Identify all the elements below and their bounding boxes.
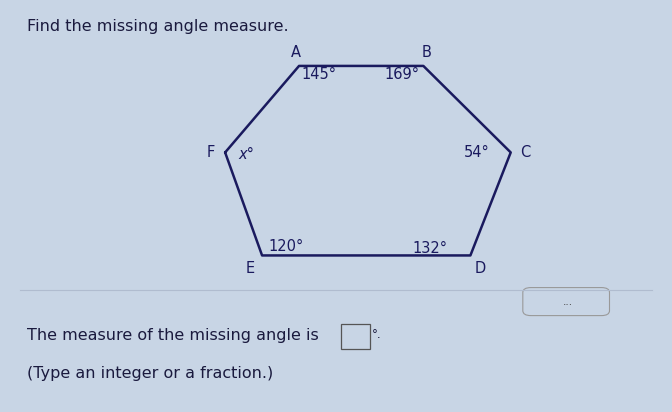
Text: C: C xyxy=(520,145,531,160)
Text: 132°: 132° xyxy=(413,241,448,255)
Text: Find the missing angle measure.: Find the missing angle measure. xyxy=(27,19,288,33)
Text: x°: x° xyxy=(239,147,255,162)
Text: 120°: 120° xyxy=(268,239,303,254)
Text: B: B xyxy=(422,45,431,60)
Text: °.: °. xyxy=(372,328,382,342)
FancyBboxPatch shape xyxy=(523,288,610,316)
Text: A: A xyxy=(291,45,300,60)
Text: The measure of the missing angle is: The measure of the missing angle is xyxy=(27,328,319,343)
Text: D: D xyxy=(475,261,486,276)
Text: (Type an integer or a fraction.): (Type an integer or a fraction.) xyxy=(27,366,273,381)
Text: 169°: 169° xyxy=(384,68,419,82)
Text: 54°: 54° xyxy=(464,145,490,160)
Text: ...: ... xyxy=(562,297,573,307)
Text: 145°: 145° xyxy=(302,68,337,82)
Text: F: F xyxy=(206,145,214,160)
Text: E: E xyxy=(245,261,255,276)
FancyBboxPatch shape xyxy=(341,324,370,349)
